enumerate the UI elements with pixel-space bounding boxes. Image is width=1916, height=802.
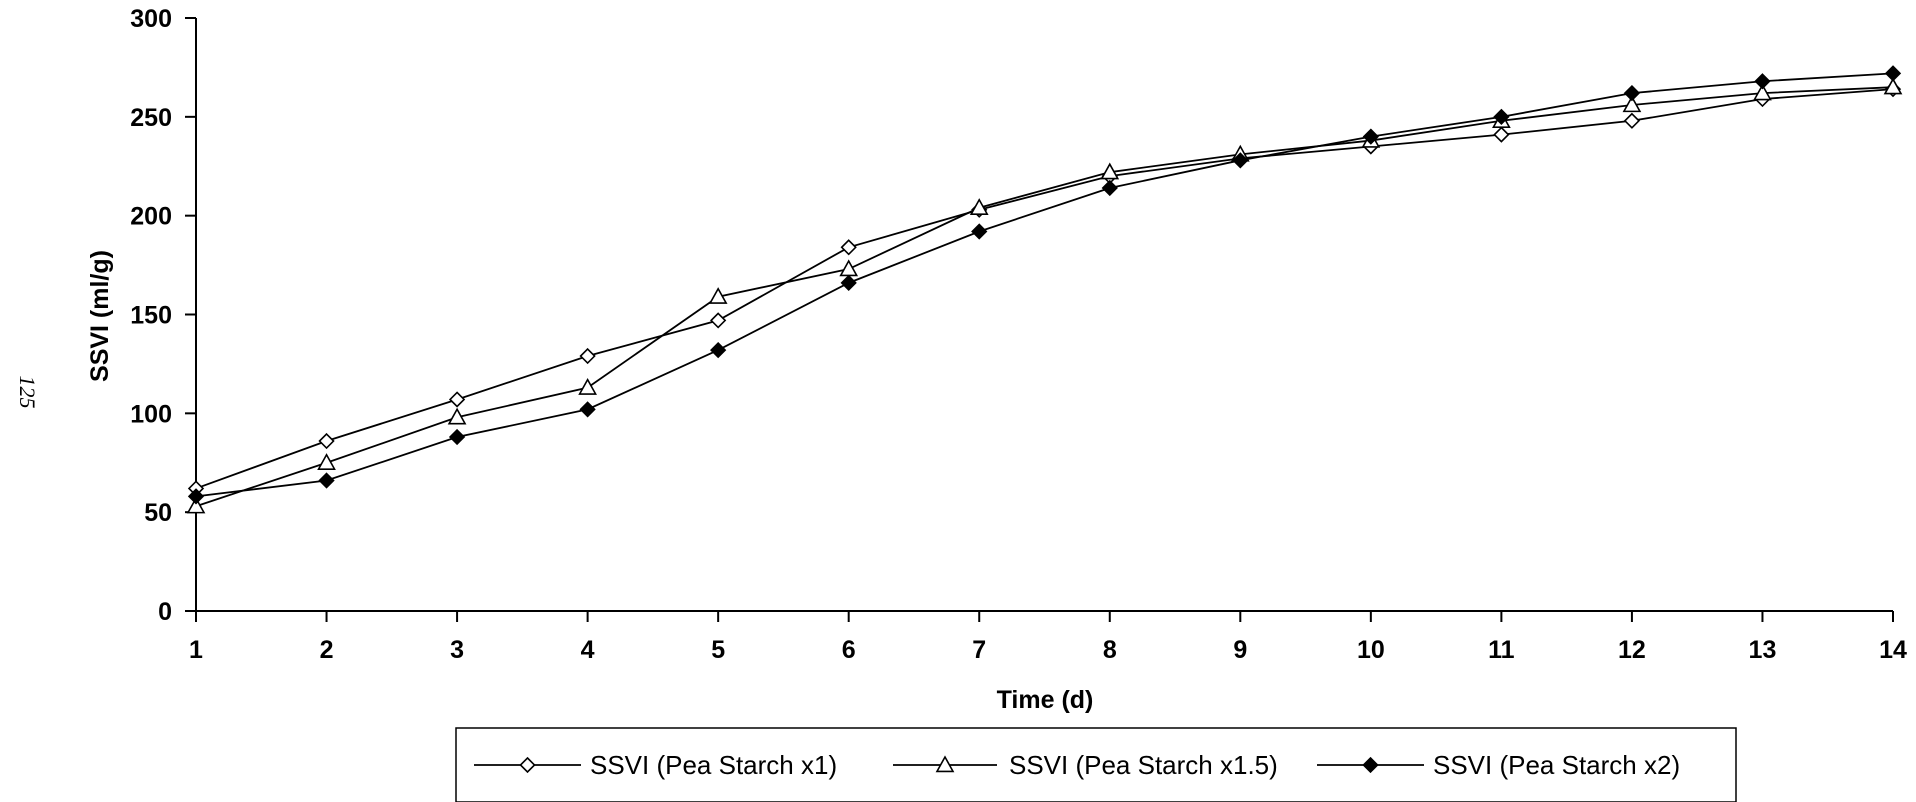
- y-ticks: 0 50 100 150 200 250 300: [130, 5, 196, 626]
- data-point: [1623, 84, 1641, 102]
- data-point: [318, 472, 335, 489]
- data-point: [1883, 77, 1903, 95]
- page-number: 125: [15, 376, 40, 409]
- data-point: [1622, 95, 1642, 113]
- legend-marker: [519, 756, 536, 774]
- x-tick-label: 4: [581, 636, 595, 664]
- legend-item: SSVI (Pea Starch x2): [1317, 750, 1680, 780]
- data-point: [839, 259, 859, 277]
- data-point: [579, 401, 596, 418]
- data-point: [1493, 126, 1510, 143]
- data-point: [840, 274, 857, 292]
- legend-box: [455, 727, 1737, 802]
- data-point: [1362, 128, 1379, 145]
- legend-item: SSVI (Pea Starch x1): [474, 750, 837, 780]
- data-point: [317, 453, 336, 470]
- series-3: [187, 65, 1902, 505]
- legend: SSVI (Pea Starch x1) SSVI (Pea Starch x1.…: [455, 727, 1737, 802]
- x-tick-label: 1: [189, 636, 203, 664]
- series-layer: [186, 65, 1903, 514]
- y-tick-label: 300: [130, 5, 172, 33]
- legend-label: SSVI (Pea Starch x2): [1433, 750, 1680, 780]
- y-axis-title: SSVI (ml/g): [86, 250, 114, 382]
- y-tick-label: 200: [130, 203, 172, 231]
- x-tick-label: 8: [1103, 636, 1117, 664]
- data-point: [448, 428, 466, 446]
- x-tick-label: 10: [1357, 636, 1385, 664]
- x-ticks: 1 2 3 4 5 6 7 8 9 10 11 12 13 14: [189, 611, 1907, 664]
- series-line: [195, 88, 1894, 490]
- y-tick-label: 50: [144, 499, 172, 527]
- data-point: [1101, 179, 1118, 197]
- legend-label: SSVI (Pea Starch x1): [590, 750, 837, 780]
- x-tick-label: 2: [320, 636, 334, 664]
- data-point: [186, 496, 206, 514]
- x-axis-title: Time (d): [997, 686, 1094, 714]
- series-1: [187, 81, 1902, 497]
- series-2: [186, 77, 1903, 514]
- x-tick-label: 13: [1749, 636, 1777, 664]
- data-point: [1753, 83, 1772, 101]
- x-tick-label: 12: [1618, 636, 1646, 664]
- data-point: [1232, 152, 1249, 169]
- legend-label: SSVI (Pea Starch x1.5): [1009, 750, 1278, 780]
- data-point: [840, 239, 857, 256]
- x-tick-label: 5: [711, 636, 725, 664]
- data-point: [579, 347, 596, 365]
- data-point: [710, 312, 727, 329]
- x-tick-label: 6: [842, 636, 856, 664]
- data-point: [448, 391, 466, 408]
- data-point: [971, 223, 988, 240]
- x-tick-label: 3: [450, 636, 464, 664]
- y-tick-label: 150: [130, 302, 172, 330]
- y-tick-label: 250: [130, 104, 172, 132]
- data-point: [1493, 108, 1510, 125]
- data-point: [969, 198, 989, 215]
- data-point: [187, 488, 205, 505]
- x-tick-label: 7: [972, 636, 986, 664]
- legend-item: SSVI (Pea Starch x1.5): [893, 750, 1278, 780]
- y-tick-label: 0: [158, 598, 172, 626]
- series-line: [195, 72, 1894, 498]
- x-tick-label: 9: [1233, 636, 1247, 664]
- y-tick-label: 100: [130, 400, 172, 428]
- data-point: [1100, 162, 1120, 180]
- data-point: [318, 432, 335, 450]
- x-tick-label: 14: [1879, 636, 1907, 664]
- legend-marker: [1362, 756, 1379, 774]
- data-point: [578, 377, 597, 395]
- legend-marker: [935, 755, 955, 773]
- data-point: [1623, 112, 1641, 129]
- data-point: [708, 287, 728, 304]
- series-line: [195, 86, 1894, 508]
- data-point: [710, 341, 727, 359]
- x-tick-label: 11: [1488, 636, 1515, 664]
- data-point: [1884, 65, 1902, 82]
- data-point: [1754, 73, 1771, 90]
- data-point: [447, 407, 467, 425]
